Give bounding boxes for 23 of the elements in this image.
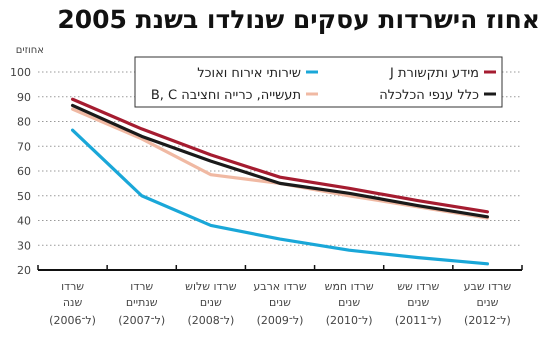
legend-label: מידע ותקשורת J xyxy=(388,66,479,81)
y-tick-label: 30 xyxy=(17,239,31,252)
y-tick-label: 100 xyxy=(10,66,31,79)
y-tick-label: 20 xyxy=(17,264,31,277)
x-tick-label: שרדו שלוש שנים (ל־2008) xyxy=(185,280,237,327)
x-tick-label: שרדו חמש שנים (ל־2010) xyxy=(324,280,374,327)
y-tick-label: 60 xyxy=(17,165,31,178)
legend-label: כלל ענפי הכלכלה xyxy=(379,88,480,103)
y-tick-label: 70 xyxy=(17,140,31,154)
y-tick-label: 90 xyxy=(17,90,31,104)
chart-title: אחוז הישרדות עסקים שנולדו בשנת 2005 xyxy=(57,5,540,34)
y-tick-label: 40 xyxy=(17,214,31,228)
x-tick-label: שרדו ארבע שנים (ל־2009) xyxy=(253,280,307,327)
x-tick-label: שרדו שנתיים (ל־2007) xyxy=(118,280,166,327)
y-tick-label: 50 xyxy=(17,190,31,203)
y-tick-label: 80 xyxy=(17,116,31,128)
x-tick-label: שרדו שש שנים (ל־2011) xyxy=(394,280,442,327)
x-tick-label: שרדו שבע שנים (ל־2012) xyxy=(464,280,512,327)
legend-label: שירותי אירוח ואוכל xyxy=(197,66,301,81)
x-tick-label: שרדו שנה (ל־2006) xyxy=(49,280,96,327)
line-series xyxy=(70,128,490,266)
legend-label: תעשייה, כרייה וחציבה B, C xyxy=(150,88,301,103)
y-axis-title: אחוזים xyxy=(16,45,44,56)
